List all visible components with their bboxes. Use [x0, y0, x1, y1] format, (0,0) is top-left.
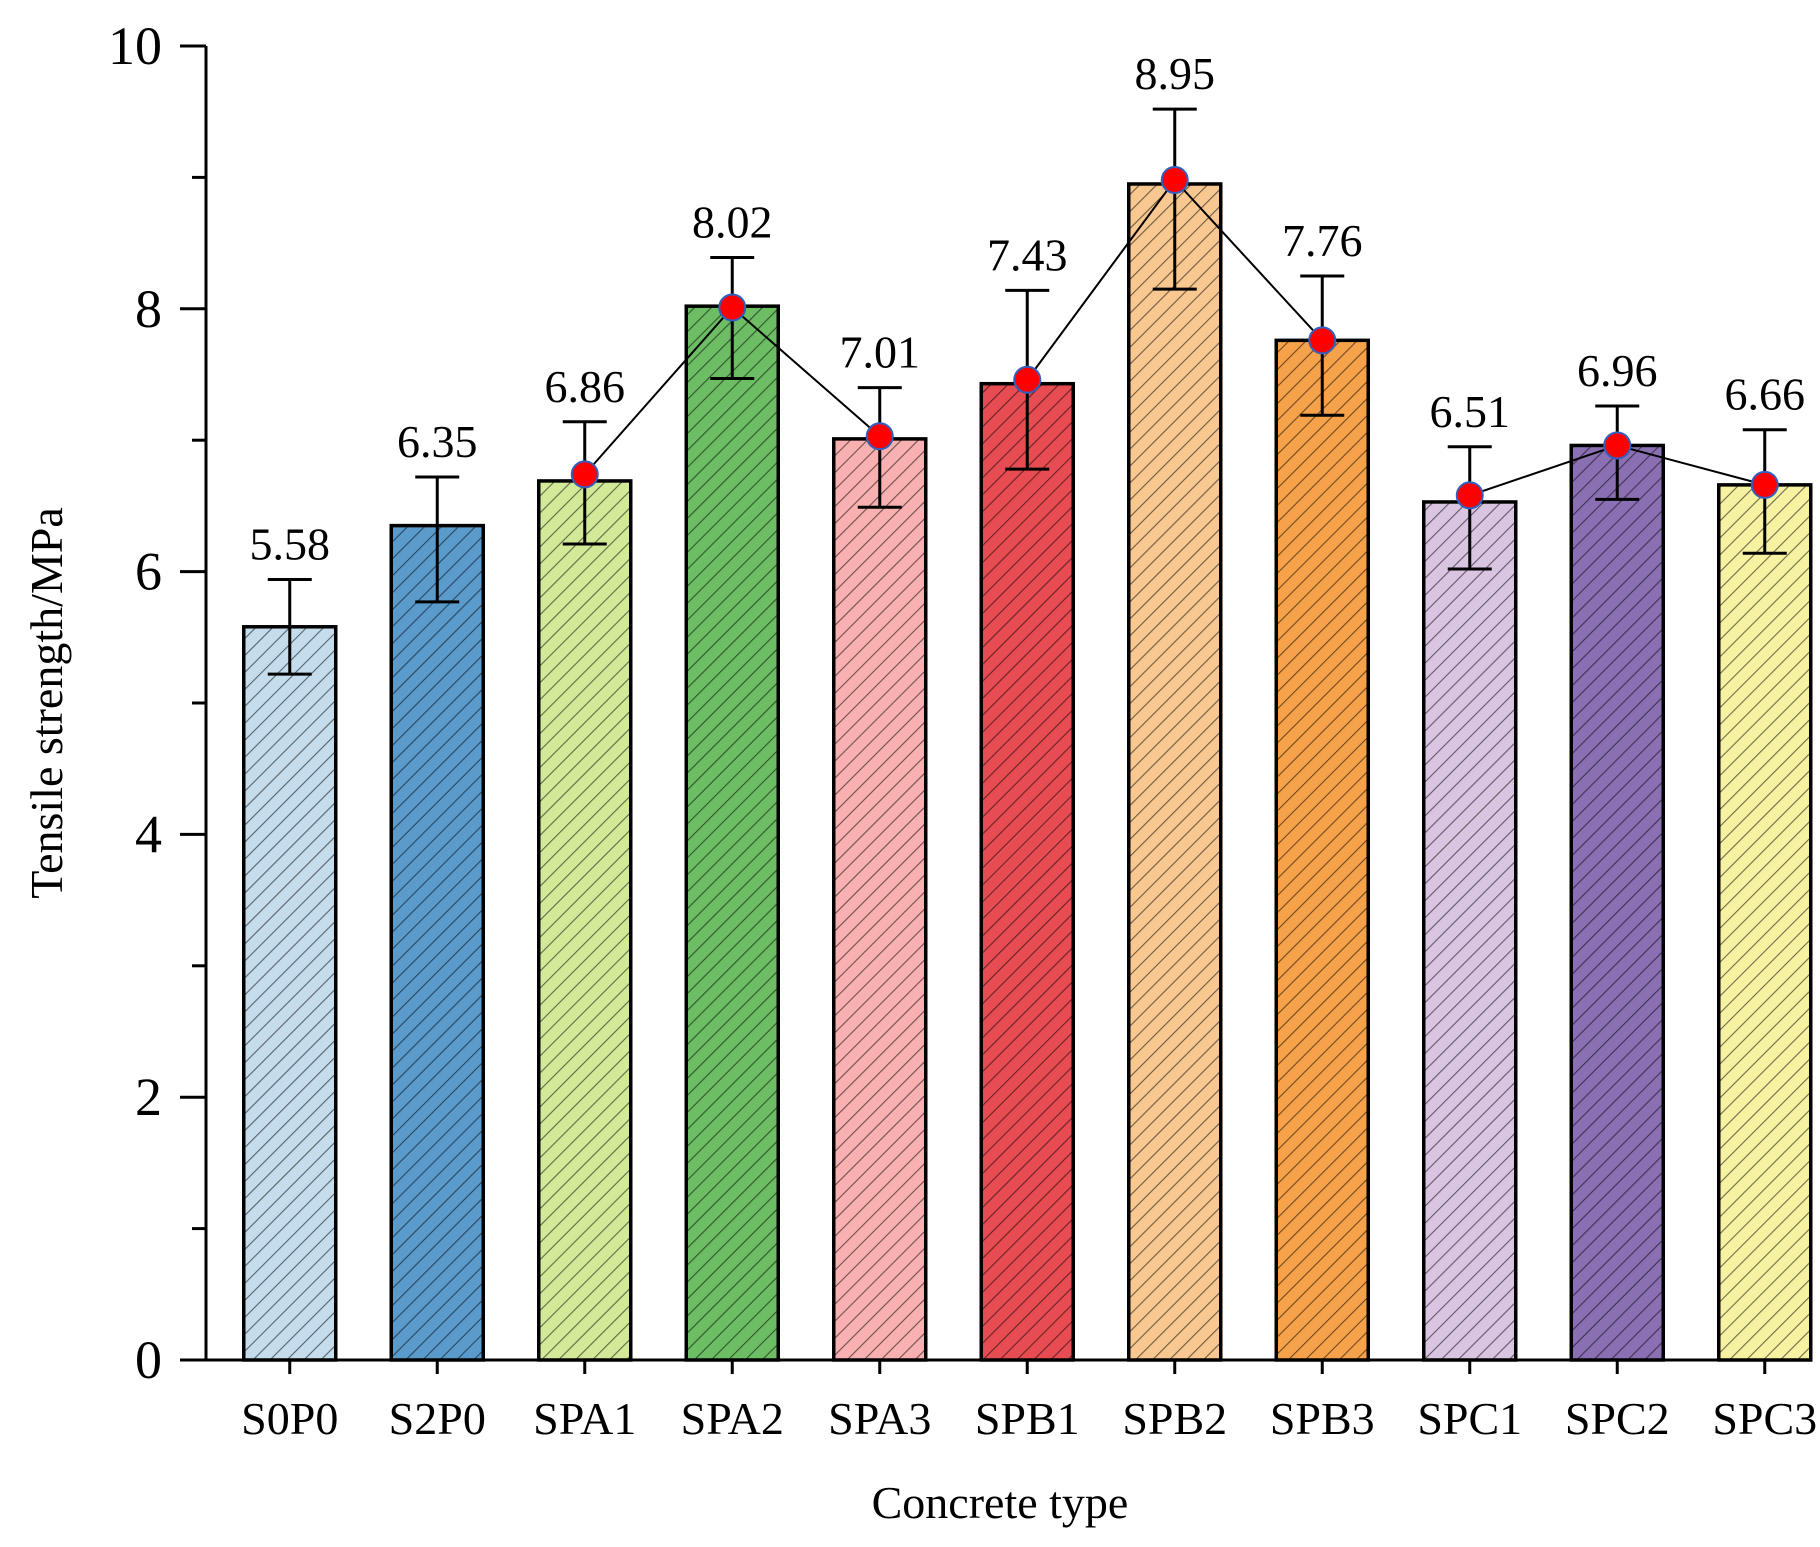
bar-hatch — [1128, 183, 1221, 1361]
bar-hatch — [981, 383, 1074, 1360]
data-label: 6.35 — [397, 416, 478, 467]
trend-lines-layer — [570, 166, 1779, 510]
trend-marker — [1013, 365, 1042, 394]
data-label: 5.58 — [250, 518, 331, 569]
data-label: 8.95 — [1135, 48, 1216, 99]
bar-hatch — [391, 525, 484, 1360]
trend-marker — [1160, 166, 1189, 195]
x-tick-label: SPA2 — [681, 1393, 784, 1444]
x-tick-label: SPC3 — [1712, 1393, 1817, 1444]
x-tick-label: SPB3 — [1270, 1393, 1375, 1444]
y-ticks-layer: 0 2 4 6 8 10 — [108, 16, 1767, 1390]
bar-hatch — [833, 438, 926, 1360]
bar-hatch — [538, 480, 631, 1361]
trend-marker — [718, 293, 747, 322]
trend-marker — [1603, 431, 1632, 460]
bar-hatch — [1571, 445, 1664, 1360]
y-axis-title: Tensile strength/MPa — [21, 507, 72, 899]
x-tick-label: SPB1 — [975, 1393, 1080, 1444]
x-tick-label: S2P0 — [389, 1393, 486, 1444]
bar-hatch — [243, 626, 336, 1360]
y-tick-label: 2 — [135, 1067, 162, 1127]
trend-marker — [570, 460, 599, 489]
bar-hatch — [1423, 501, 1516, 1360]
trend-marker — [865, 422, 894, 451]
y-tick-label: 8 — [135, 279, 162, 339]
x-tick-label: SPC1 — [1417, 1393, 1522, 1444]
data-label: 7.43 — [987, 229, 1068, 280]
trend-marker — [1455, 481, 1484, 510]
data-label: 7.76 — [1282, 215, 1363, 266]
data-label: 6.66 — [1725, 369, 1806, 420]
x-tick-label: SPC2 — [1565, 1393, 1670, 1444]
data-label: 7.01 — [840, 327, 921, 378]
bar-hatch — [686, 306, 779, 1360]
data-label: 8.02 — [692, 197, 773, 248]
bars-layer — [242, 182, 1813, 1362]
x-tick-label: S0P0 — [241, 1393, 338, 1444]
data-label: 6.51 — [1430, 386, 1511, 437]
y-tick-label: 0 — [135, 1330, 162, 1390]
x-tick-label: SPA3 — [828, 1393, 931, 1444]
trend-marker — [1750, 470, 1779, 499]
x-axis-title: Concrete type — [872, 1477, 1129, 1528]
data-label: 6.96 — [1577, 345, 1658, 396]
trend-marker — [1308, 326, 1337, 355]
y-tick-label: 6 — [135, 542, 162, 602]
data-label: 6.86 — [545, 361, 626, 412]
x-tick-label: SPA1 — [533, 1393, 636, 1444]
bar-hatch — [1718, 484, 1811, 1361]
labels-layer: S0P0 5.58 S2P0 6.35 SPA1 6.86 SPA2 8.02 SPA3 7.01… — [241, 48, 1817, 1444]
y-tick-label: 4 — [135, 804, 162, 864]
x-tick-label: SPB2 — [1122, 1393, 1227, 1444]
y-tick-label: 10 — [108, 16, 162, 76]
bar-hatch — [1276, 340, 1369, 1360]
